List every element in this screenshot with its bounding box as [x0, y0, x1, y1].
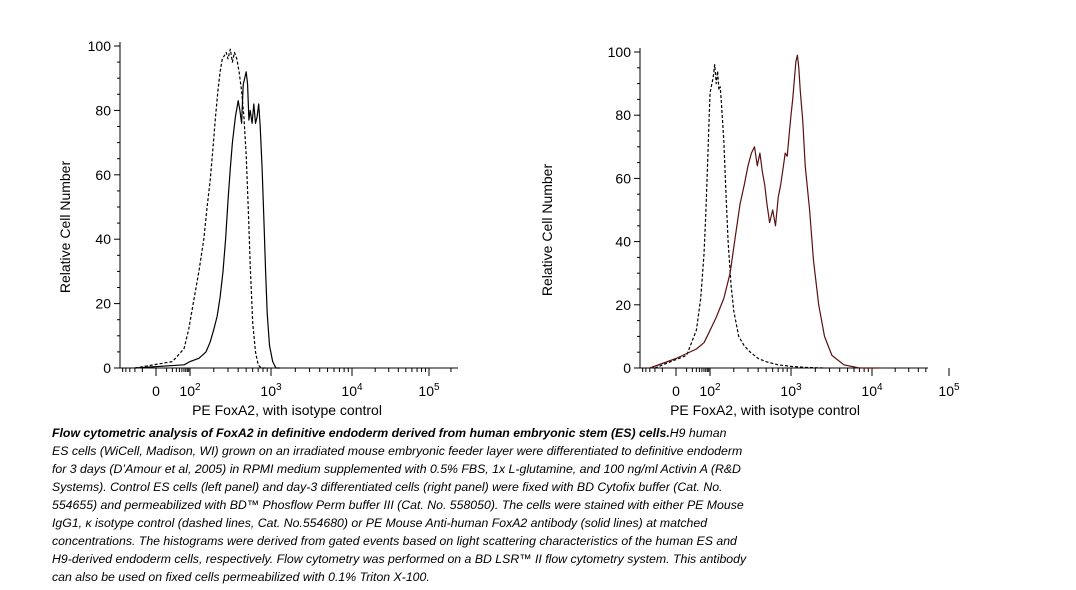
y-tick-label: 100 [608, 44, 632, 60]
caption-line-1-rest: H9 human [669, 426, 727, 440]
y-tick-label: 0 [103, 360, 111, 376]
y-tick-label: 80 [95, 102, 111, 118]
series-line-foxa2 [649, 54, 879, 369]
x-tick-label: 104 [861, 382, 883, 399]
x-axis-label: PE FoxA2, with isotype control [670, 402, 860, 418]
caption-line-8: H9-derived endoderm cells, respectively.… [52, 552, 747, 566]
y-axis-label: Relative Cell Number [57, 161, 73, 294]
x-tick-label: 103 [260, 382, 282, 399]
series-line-isotype [134, 48, 268, 369]
x-tick-label: 105 [418, 382, 440, 399]
y-tick-label: 0 [623, 360, 631, 376]
x-tick-label: 102 [699, 382, 721, 399]
caption-line-2: ES cells (WiCell, Madison, WI) grown on … [52, 444, 743, 458]
x-tick-label: 103 [780, 382, 802, 399]
y-tick-label: 20 [615, 297, 631, 313]
x-tick-label: 105 [938, 382, 960, 399]
histogram-chart-left: 0 20 40 60 80 100 0 102 103 104 105 PE FoxA2, with … [57, 38, 458, 418]
histogram-panel-left: 0 20 40 60 80 100 0 102 103 104 105 PE FoxA2, with … [0, 0, 540, 425]
y-tick-label: 40 [95, 231, 111, 247]
histogram-panel-right: 0 20 40 60 80 100 0 102 103 104 105 PE FoxA2, with … [520, 0, 1076, 425]
y-tick-label: 60 [615, 170, 631, 186]
x-tick-label: 0 [152, 383, 160, 399]
histogram-chart-right: 0 20 40 60 80 100 0 102 103 104 105 PE FoxA2, with … [539, 44, 960, 418]
series-line-foxa2 [134, 71, 281, 369]
x-tick-label: 104 [341, 382, 363, 399]
y-tick-label: 40 [615, 234, 631, 250]
y-tick-label: 100 [88, 38, 112, 54]
y-tick-label: 80 [615, 107, 631, 123]
caption-line-7: concentrations. The histograms were deri… [52, 534, 737, 548]
caption-bold-title: Flow cytometric analysis of FoxA2 in def… [52, 426, 670, 440]
y-tick-label: 60 [95, 167, 111, 183]
caption-line-4: Systems). Control ES cells (left panel) … [52, 480, 723, 494]
x-tick-label: 0 [672, 383, 680, 399]
caption-line-1: Flow cytometric analysis of FoxA2 in def… [52, 424, 912, 442]
caption-line-3: for 3 days (D’Amour et al, 2005) in RPMI… [52, 462, 741, 476]
series-line-isotype [654, 63, 824, 369]
x-tick-label: 102 [179, 382, 201, 399]
x-axis-label: PE FoxA2, with isotype control [192, 402, 382, 418]
figure-caption: Flow cytometric analysis of FoxA2 in def… [52, 424, 912, 586]
y-axis-label: Relative Cell Number [539, 164, 555, 297]
caption-line-6: IgG1, κ isotype control (dashed lines, C… [52, 516, 708, 530]
caption-line-9: can also be used on fixed cells permeabi… [52, 570, 430, 584]
caption-line-5: 554655) and permeabilized with BD™ Phosf… [52, 498, 744, 512]
y-tick-label: 20 [95, 296, 111, 312]
